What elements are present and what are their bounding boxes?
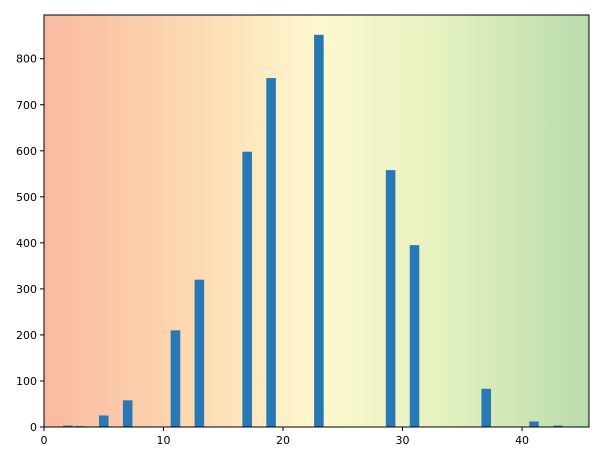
y-tick-label: 600 <box>16 145 37 158</box>
y-tick-label: 0 <box>30 421 37 434</box>
bar-43 <box>553 425 563 427</box>
y-tick-label: 800 <box>16 53 37 66</box>
bar-23 <box>314 34 324 428</box>
y-tick-label: 200 <box>16 329 37 342</box>
plot-frame <box>43 14 590 428</box>
x-tick-label: 20 <box>276 434 290 447</box>
y-tick-label: 400 <box>16 237 37 250</box>
bar-13 <box>194 279 205 427</box>
bar-29 <box>385 170 396 427</box>
bar-7 <box>122 400 133 427</box>
bar-11 <box>170 330 181 427</box>
bar-37 <box>481 388 491 427</box>
x-tick-label: 30 <box>396 434 410 447</box>
bar-2 <box>63 425 73 427</box>
x-tick-label: 0 <box>41 434 48 447</box>
y-tick-label: 100 <box>16 375 37 388</box>
bars-group <box>63 34 563 428</box>
y-tick-label: 300 <box>16 283 37 296</box>
bar-19 <box>266 78 276 427</box>
x-axis: 0 10 20 30 40 <box>41 427 529 447</box>
x-tick-label: 40 <box>515 434 529 447</box>
y-tick-label: 700 <box>16 99 37 112</box>
y-axis: 0 100 200 300 400 500 600 700 800 <box>16 53 44 434</box>
bar-31 <box>409 245 420 427</box>
bar-41 <box>529 421 539 427</box>
bar-17 <box>242 151 252 428</box>
y-tick-label: 500 <box>16 191 37 204</box>
x-tick-label: 10 <box>157 434 171 447</box>
bar-5 <box>98 415 109 427</box>
